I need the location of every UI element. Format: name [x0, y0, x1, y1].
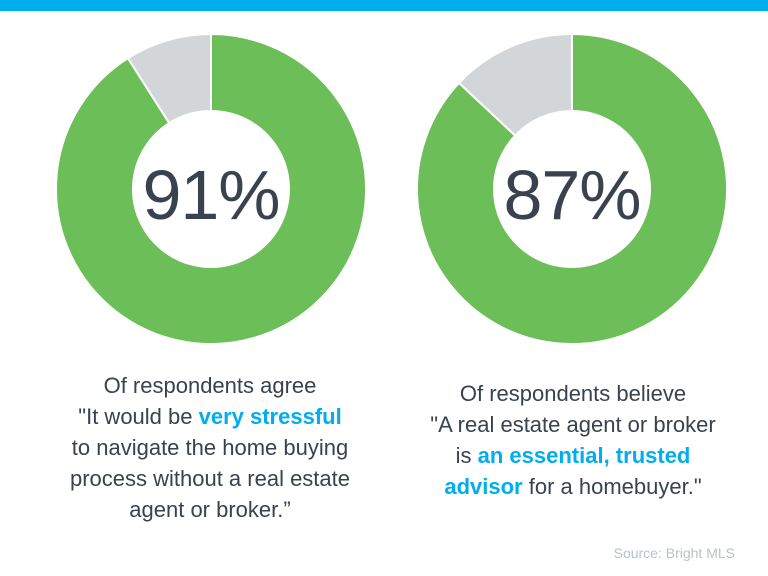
caption-right: Of respondents believe "A real estate age…	[395, 378, 751, 502]
caption-text: Of respondents agree	[103, 373, 317, 398]
caption-text: Of respondents believe	[459, 381, 687, 406]
donut-ring-87	[416, 32, 728, 345]
caption-text: "It would be	[78, 404, 199, 429]
top-accent-bar	[0, 0, 768, 11]
donut-slice-gray	[457, 32, 573, 138]
caption-line: advisor for a homebuyer."	[395, 471, 751, 502]
caption-line: process without a real estate	[20, 463, 400, 494]
percent-label-91: 91%	[142, 156, 280, 234]
donut-slice-green	[55, 32, 367, 345]
caption-text: is	[455, 443, 478, 468]
caption-line: Of respondents agree	[20, 370, 400, 401]
donut-chart-87: 87%	[414, 31, 730, 347]
caption-highlight: an essential, trusted	[477, 443, 691, 468]
caption-highlight: very stressful	[198, 404, 342, 429]
caption-left: Of respondents agree "It would be very st…	[20, 370, 400, 525]
caption-text: "A real estate agent or broker	[430, 412, 716, 437]
caption-line: to navigate the home buying	[20, 432, 400, 463]
caption-text: to navigate the home buying	[71, 435, 349, 460]
donut-ring-91	[55, 32, 367, 345]
donut-slice-green	[416, 32, 728, 345]
source-credit: Source: Bright MLS	[613, 545, 735, 561]
caption-highlight: advisor	[444, 474, 523, 499]
caption-line: agent or broker.”	[20, 494, 400, 525]
caption-line: is an essential, trusted	[395, 440, 751, 471]
percent-label-87: 87%	[503, 156, 641, 234]
donut-chart-91: 91%	[53, 31, 369, 347]
donut-slice-gray	[126, 32, 212, 125]
caption-line: "It would be very stressful	[20, 401, 400, 432]
caption-text: process without a real estate	[69, 466, 351, 491]
caption-text: agent or broker.”	[129, 497, 291, 522]
caption-text: for a homebuyer."	[522, 474, 702, 499]
caption-line: "A real estate agent or broker	[395, 409, 751, 440]
caption-line: Of respondents believe	[395, 378, 751, 409]
